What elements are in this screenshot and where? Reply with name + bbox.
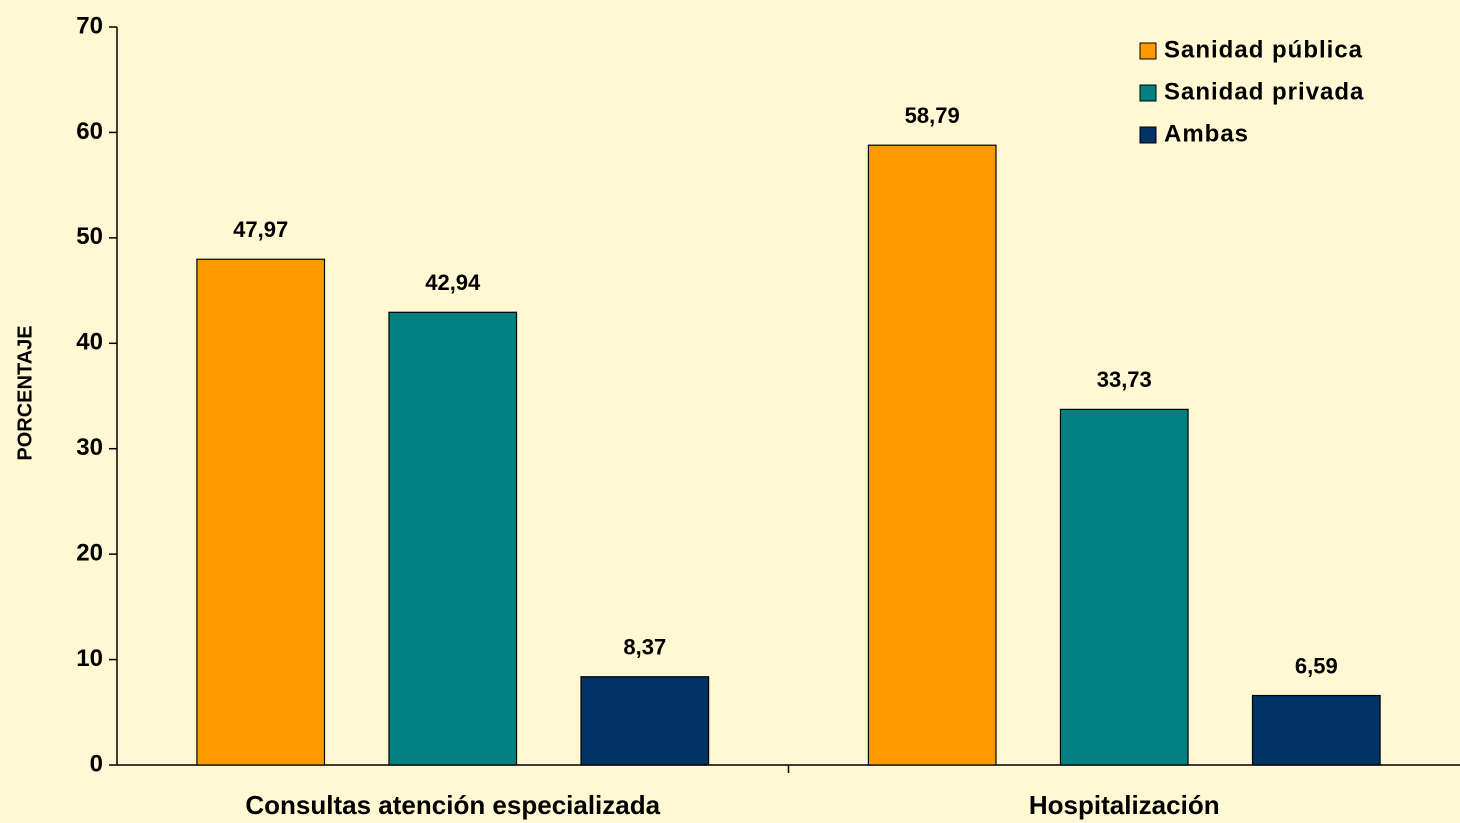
y-tick-label: 40 — [76, 329, 103, 356]
x-tick-label: Consultas atención especializada — [245, 790, 660, 820]
y-tick-label: 10 — [76, 645, 103, 672]
legend-swatch — [1139, 42, 1157, 60]
legend-swatch — [1139, 84, 1157, 102]
value-label: 58,79 — [905, 103, 960, 128]
value-label: 42,94 — [425, 270, 481, 295]
value-label: 33,73 — [1097, 367, 1152, 392]
value-label: 8,37 — [623, 635, 666, 660]
legend-label: Sanidad privada — [1164, 78, 1364, 105]
bar — [196, 258, 326, 766]
value-label: 6,59 — [1295, 653, 1338, 678]
y-tick-label: 20 — [76, 539, 103, 566]
y-tick-label: 30 — [76, 434, 103, 461]
bar — [580, 676, 710, 766]
x-tick-label: Hospitalización — [1029, 790, 1220, 820]
legend-label: Ambas — [1164, 120, 1249, 147]
bar — [867, 144, 997, 766]
y-axis-label: PORCENTAJE — [14, 325, 36, 460]
legend-swatch — [1139, 126, 1157, 144]
bar — [388, 311, 518, 766]
y-tick-label: 50 — [76, 223, 103, 250]
bar — [1251, 694, 1381, 766]
bar — [1059, 408, 1189, 766]
y-tick-label: 70 — [76, 12, 103, 39]
value-label: 47,97 — [233, 217, 288, 242]
y-tick-label: 60 — [76, 118, 103, 145]
y-tick-label: 0 — [90, 750, 103, 777]
legend-label: Sanidad pública — [1164, 36, 1363, 63]
